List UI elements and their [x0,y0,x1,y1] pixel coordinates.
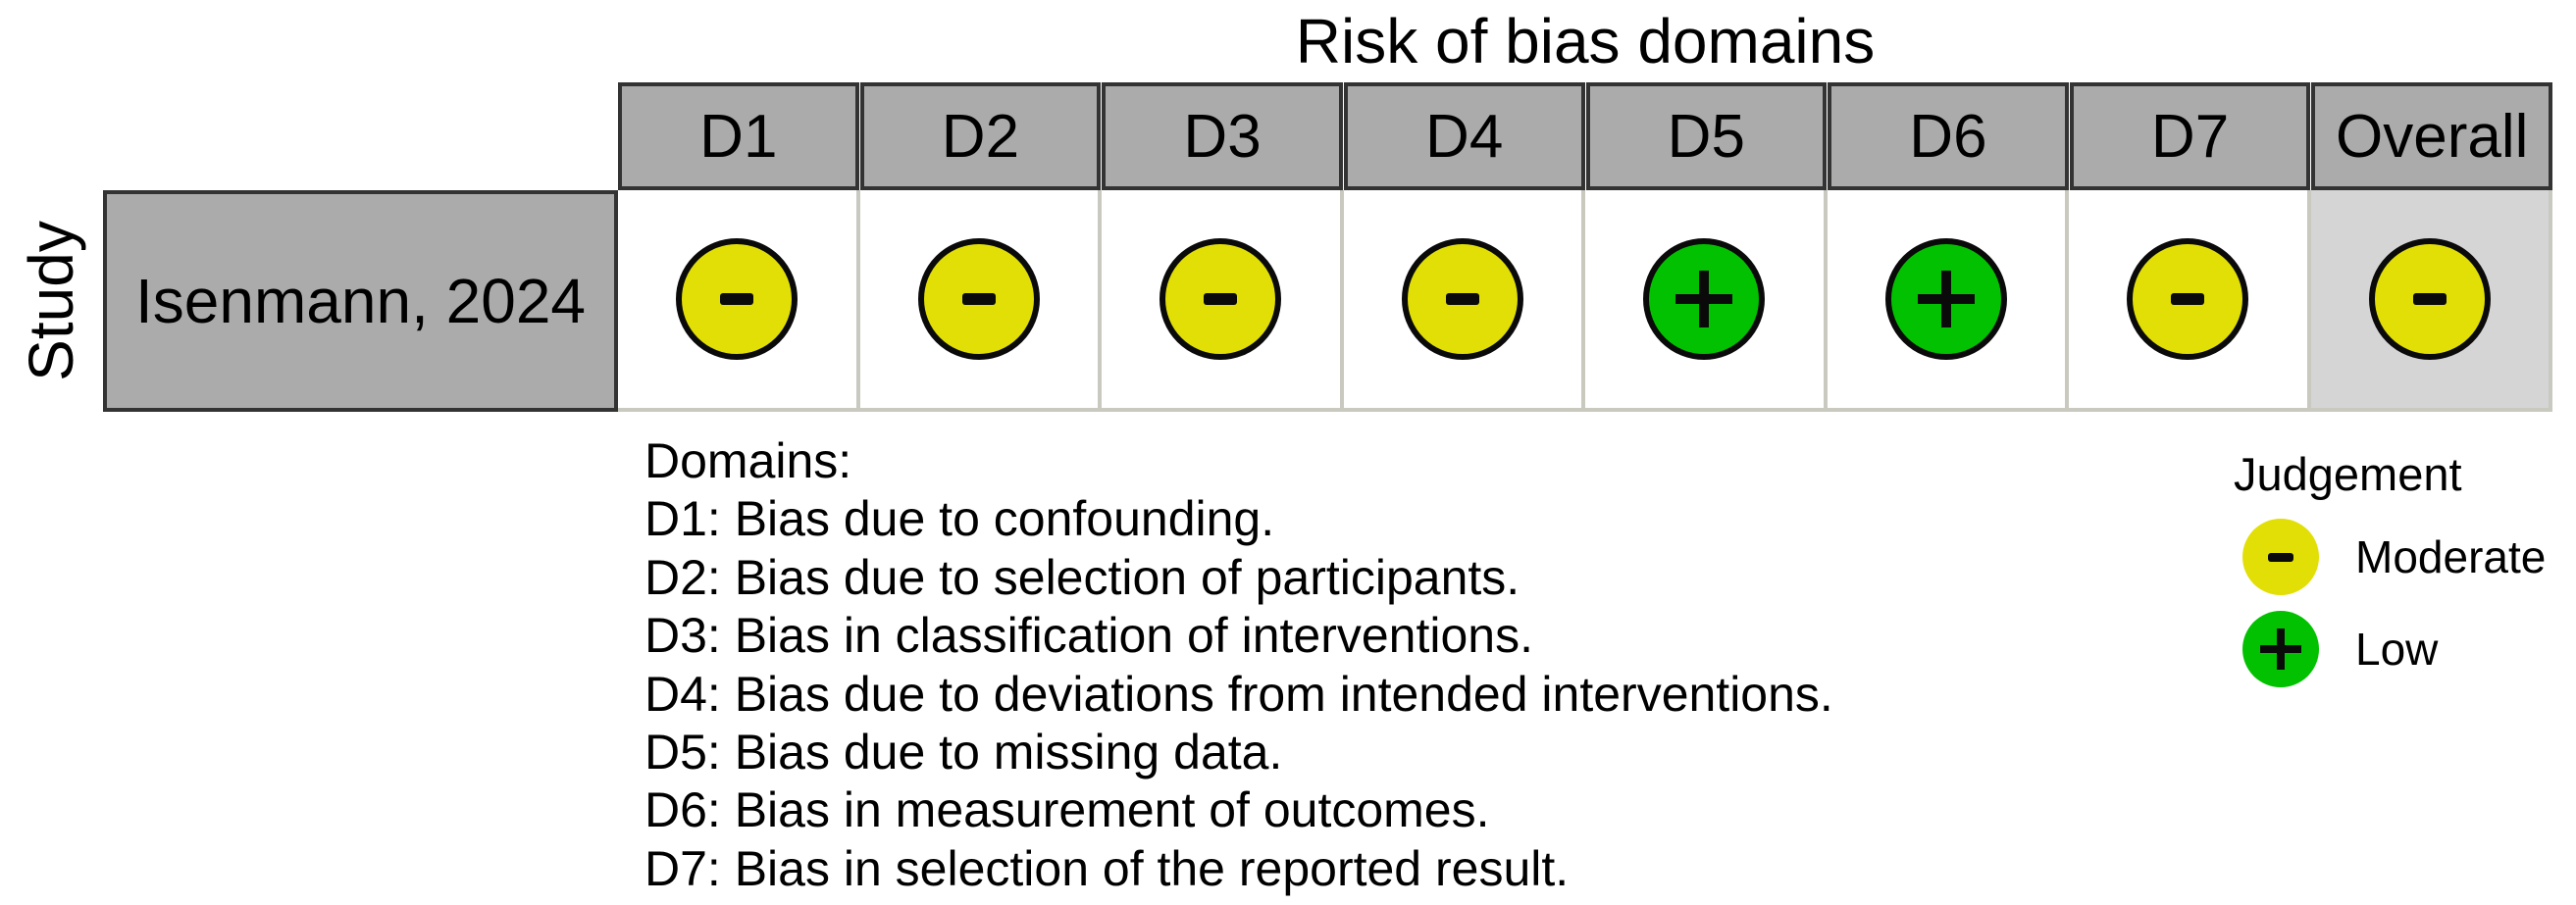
domains-legend: Domains: D1: Bias due to confounding. D2:… [644,432,1833,898]
moderate-judgement-circle [2127,238,2249,360]
study-name: Isenmann, 2024 [135,266,586,336]
moderate-judgement-circle [2242,519,2319,595]
column-header-d2: D2 [859,82,1102,190]
column-header-d3: D3 [1102,82,1343,190]
column-header-overall: Overall [2311,82,2552,190]
minus-icon [1445,293,1479,305]
domain-item: D4: Bias due to deviations from intended… [644,666,1833,722]
moderate-judgement-circle [2368,238,2491,360]
judgement-heading: Judgement [2234,448,2462,500]
domain-item: D3: Bias in classification of interventi… [644,608,1533,664]
cell-d4 [1343,190,1585,408]
cell-d6 [1827,190,2069,408]
column-header-d7: D7 [2069,82,2311,190]
domain-item: D5: Bias due to missing data. [644,725,1283,780]
column-header-d4: D4 [1343,82,1585,190]
column-header-d1: D1 [618,82,859,190]
plus-icon [1675,271,1733,327]
judgement-item: Moderate [2242,519,2546,595]
judgement-items: Moderate Low [2242,519,2546,687]
plus-icon [2260,628,2301,670]
domain-item: D1: Bias due to confounding. [644,491,1275,547]
data-row [618,190,2552,412]
column-header-row: D1 D2 D3 D4 D5 D6 D7 Overall [618,82,2552,190]
domains-heading: Domains: [644,433,852,488]
minus-icon [720,293,754,305]
column-header-d6: D6 [1828,82,2069,190]
domains-list: D1: Bias due to confounding. D2: Bias due… [644,490,1833,898]
minus-icon [2268,552,2293,562]
moderate-judgement-circle [676,238,799,360]
cell-d7 [2069,190,2311,408]
minus-icon [1204,293,1238,305]
low-judgement-circle [1643,238,1766,360]
minus-icon [2412,293,2447,305]
cell-d5 [1585,190,1828,408]
study-axis: Study [0,190,102,412]
cell-d1 [618,190,860,408]
moderate-judgement-circle [1401,238,1523,360]
minus-icon [961,293,996,305]
cell-overall [2310,190,2552,408]
moderate-judgement-circle [917,238,1040,360]
domain-item: D2: Bias due to selection of participant… [644,549,1520,605]
minus-icon [2171,293,2205,305]
judgement-label: Low [2355,624,2439,675]
study-axis-label: Study [16,221,86,381]
domain-item: D6: Bias in measurement of outcomes. [644,782,1490,838]
judgement-label: Moderate [2355,531,2547,582]
plus-icon [1917,271,1975,327]
cell-d2 [859,190,1102,408]
judgement-item: Low [2242,611,2546,687]
cell-d3 [1102,190,1344,408]
study-cell: Isenmann, 2024 [103,190,618,412]
low-judgement-circle [1884,238,2007,360]
column-header-d5: D5 [1585,82,1828,190]
low-judgement-circle [2242,611,2319,687]
moderate-judgement-circle [1159,238,1282,360]
domain-item: D7: Bias in selection of the reported re… [644,840,1570,896]
figure-title: Risk of bias domains [1295,6,1876,76]
